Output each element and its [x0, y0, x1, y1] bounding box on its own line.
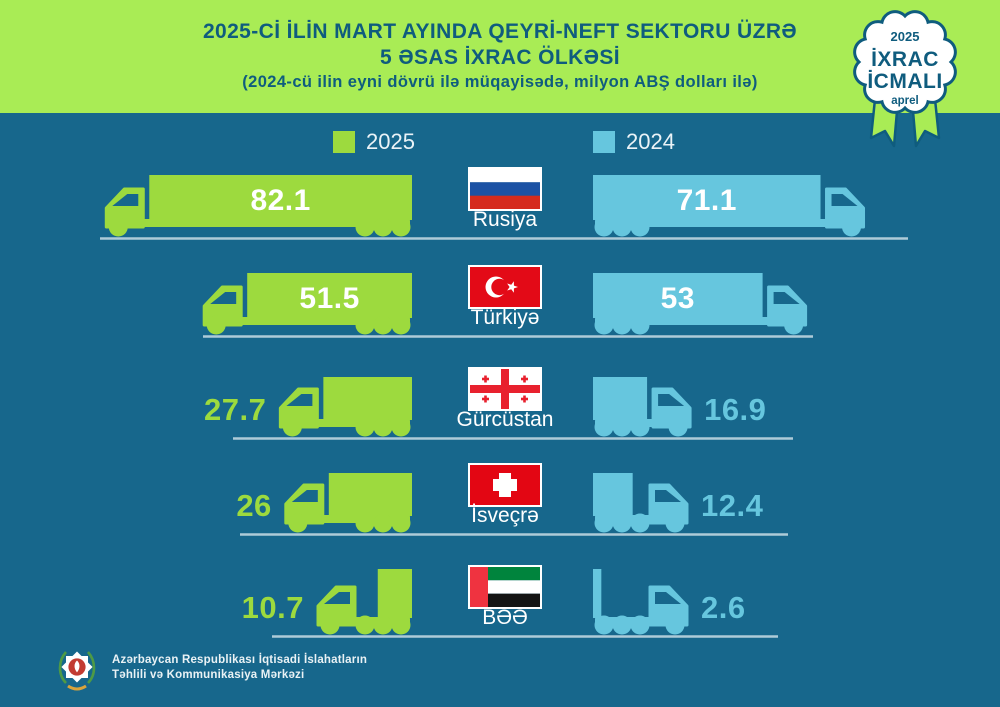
value-2025-russia: 82.1 [250, 184, 310, 217]
value-2024-turkey: 53 [661, 282, 695, 315]
badge-seal-art [853, 10, 957, 148]
truck-2024-switzerland [593, 473, 689, 533]
country-label-turkiye: Türkiyə [470, 306, 540, 329]
flag-georgia [468, 367, 542, 411]
value-2025-georgia: 27.7 [204, 392, 266, 427]
page-title-line2: 5 ƏSAS İXRAC ÖLKƏSİ [380, 46, 620, 69]
edition-badge: 2025 İXRAC İCMALI aprel [853, 10, 957, 148]
badge-month: aprel [891, 95, 919, 107]
country-label-gurcustan: Gürcüstan [456, 408, 554, 431]
truck-2024-uae [593, 569, 689, 635]
legend-item-2024: 2024 [593, 131, 675, 153]
value-2024-switzerland: 12.4 [701, 488, 764, 523]
truck-2025-russia [104, 175, 412, 237]
legend-swatch-2025 [333, 131, 355, 153]
truck-2025-uae [316, 569, 412, 635]
country-label-isvecre: İsveçrə [471, 504, 539, 527]
state-emblem-logo [58, 651, 96, 691]
value-2024-uae: 2.6 [701, 590, 746, 625]
truck-2025-georgia [278, 377, 412, 437]
flag-switzerland [468, 463, 542, 507]
badge-title-line2: İCMALI [867, 70, 942, 93]
footer: Azərbaycan Respublikası İqtisadi İslahat… [56, 645, 367, 691]
badge-title-line1: İXRAC [871, 48, 939, 71]
value-2025-switzerland: 26 [236, 488, 271, 523]
legend-item-2025: 2025 [333, 131, 415, 153]
legend-swatch-2024 [593, 131, 615, 153]
org-name-line2: Təhlili və Kommunikasiya Mərkəzi [112, 669, 305, 681]
flag-russia [468, 167, 542, 211]
flag-turkey [468, 265, 542, 309]
page-subtitle: (2024-cü ilin eyni dövrü ilə müqayisədə,… [242, 73, 758, 91]
header-band: 2025-Cİ İLİN MART AYINDA QEYRİ-NEFT SEKT… [0, 0, 1000, 113]
value-2024-georgia: 16.9 [704, 392, 766, 427]
country-label-rusiya: Rusiya [472, 208, 538, 231]
badge-year: 2025 [891, 29, 920, 44]
truck-2024-turkey [593, 273, 808, 335]
flag-uae [468, 565, 542, 609]
truck-2025-switzerland [284, 473, 412, 533]
value-2025-turkey: 51.5 [299, 282, 359, 315]
page-title-line1: 2025-Cİ İLİN MART AYINDA QEYRİ-NEFT SEKT… [202, 20, 798, 43]
legend-label-2024: 2024 [626, 129, 675, 154]
value-2024-russia: 71.1 [677, 184, 737, 217]
truck-2024-georgia [593, 377, 692, 437]
value-2025-uae: 10.7 [242, 590, 304, 625]
org-name-line1: Azərbaycan Respublikası İqtisadi İslahat… [112, 654, 368, 666]
truck-2025-turkey [202, 273, 412, 335]
country-label-bee: BƏƏ [482, 606, 528, 629]
truck-2024-russia [593, 175, 866, 237]
legend-label-2025: 2025 [366, 129, 415, 154]
